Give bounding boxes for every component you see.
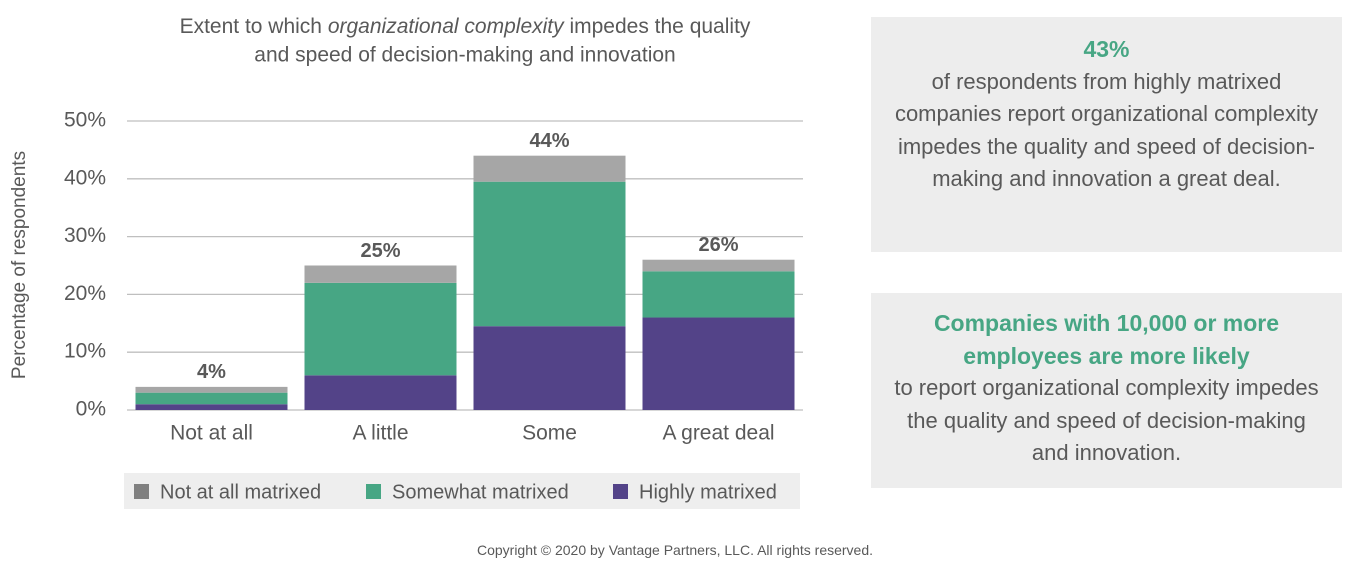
chart-title-line: and speed of decision-making and innovat… (254, 44, 675, 67)
x-tick-label: A great deal (662, 422, 774, 445)
bar-segment (304, 282, 457, 376)
panel-text: to report organizational complexity impe… (894, 375, 1319, 465)
y-tick-label: 10% (64, 340, 106, 363)
total-label: 4% (197, 361, 226, 383)
legend-swatch (613, 484, 628, 499)
bar-segment (473, 326, 626, 410)
legend-label: Not at all matrixed (160, 481, 321, 503)
y-tick-label: 20% (64, 282, 106, 305)
bar-segment (135, 392, 288, 405)
bar-segment (135, 386, 288, 393)
y-axis-label: Percentage of respondents (9, 151, 30, 379)
chart: Extent to which organizational complexit… (9, 15, 803, 509)
panel-highlight: 43% (1083, 36, 1130, 62)
bar-segment (642, 317, 795, 410)
title-part: impedes the quality (564, 15, 751, 38)
panel-text: of respondents from highly matrixed comp… (894, 68, 1319, 192)
x-tick-label: A little (352, 422, 408, 445)
total-label: 26% (698, 234, 738, 256)
title-part: organizational complexity (328, 15, 565, 38)
bar-segment (304, 265, 457, 283)
bar-segment (473, 155, 626, 182)
legend-swatch (134, 484, 149, 499)
legend-box (124, 473, 800, 509)
chart-title-line: Extent to which organizational complexit… (180, 15, 751, 38)
stat-panel: 43% of respondents from highly matrixed … (871, 17, 1342, 252)
y-tick-label: 40% (64, 166, 106, 189)
x-tick-label: Not at all (170, 422, 253, 445)
bar-segment (642, 259, 795, 272)
legend-swatch (366, 484, 381, 499)
stat-panel: Companies with 10,000 or more employees … (871, 293, 1342, 488)
y-tick-label: 0% (76, 398, 106, 421)
bar-segment (304, 375, 457, 410)
legend-label: Somewhat matrixed (392, 481, 569, 503)
y-tick-label: 50% (64, 109, 106, 132)
bar-segment (473, 181, 626, 327)
y-tick-label: 30% (64, 224, 106, 247)
total-label: 25% (360, 240, 400, 262)
footer: Copyright © 2020 by Vantage Partners, LL… (476, 542, 874, 558)
title-part: Extent to which (180, 15, 328, 38)
bar-segment (135, 404, 288, 410)
bar-segment (642, 271, 795, 318)
panel-highlight: Companies with 10,000 or more employees … (933, 310, 1280, 369)
x-tick-label: Some (522, 422, 577, 445)
total-label: 44% (529, 130, 569, 152)
legend-label: Highly matrixed (639, 481, 777, 503)
